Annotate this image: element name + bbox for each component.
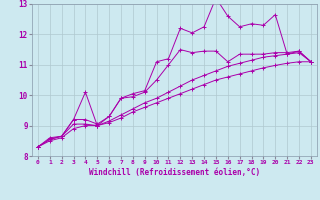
- X-axis label: Windchill (Refroidissement éolien,°C): Windchill (Refroidissement éolien,°C): [89, 168, 260, 177]
